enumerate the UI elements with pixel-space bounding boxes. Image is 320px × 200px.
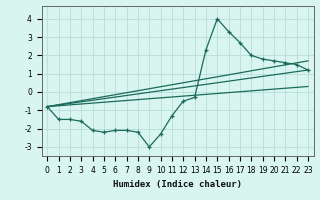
X-axis label: Humidex (Indice chaleur): Humidex (Indice chaleur): [113, 180, 242, 189]
